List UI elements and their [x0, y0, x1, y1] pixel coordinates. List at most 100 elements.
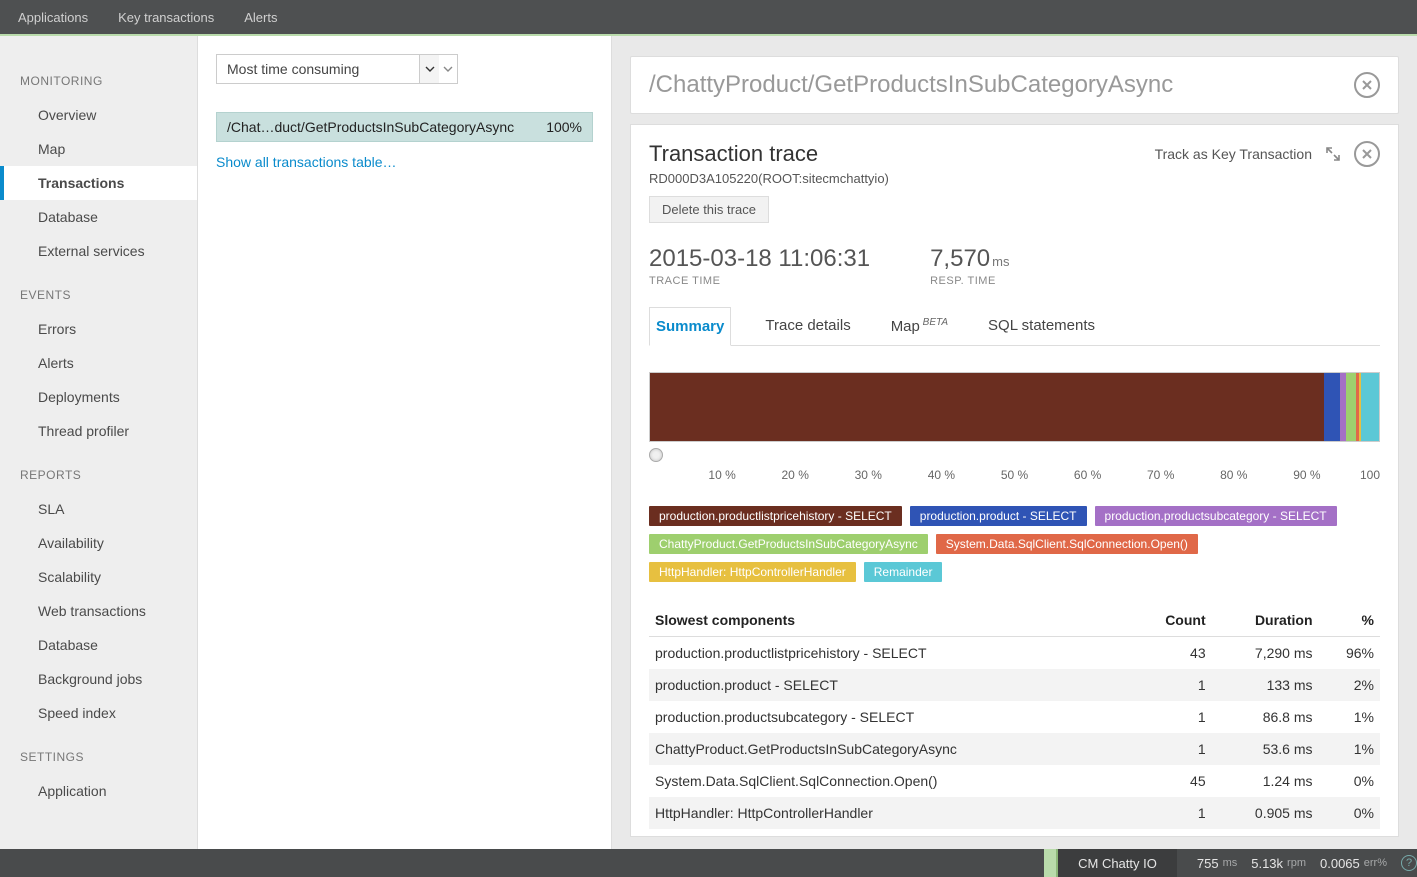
sidebar-section-header: SETTINGS	[20, 750, 197, 764]
slider-handle[interactable]	[649, 448, 663, 462]
topnav-alerts[interactable]: Alerts	[244, 10, 277, 25]
axis-tick: 30 %	[855, 468, 882, 482]
bar-segment	[1361, 373, 1378, 441]
stat-value: 0.0065	[1320, 856, 1360, 871]
resp-time-value: 7,570	[930, 245, 990, 272]
table-cell: HttpHandler: HttpControllerHandler	[649, 797, 1131, 829]
table-cell: 53.6 ms	[1212, 733, 1319, 765]
tab-sql-statements[interactable]: SQL statements	[982, 307, 1101, 345]
table-cell: 1	[1131, 669, 1212, 701]
table-row[interactable]: System.Data.SqlClient.SqlConnection.Open…	[649, 765, 1380, 797]
legend-chip[interactable]: System.Data.SqlClient.SqlConnection.Open…	[936, 534, 1198, 554]
sidebar-item-database[interactable]: Database	[0, 628, 197, 662]
table-cell: 1%	[1319, 733, 1381, 765]
sidebar-section-header: EVENTS	[20, 288, 197, 302]
sidebar-item-external-services[interactable]: External services	[0, 234, 197, 268]
legend-chip[interactable]: production.productlistpricehistory - SEL…	[649, 506, 902, 526]
table-cell: System.Data.SqlClient.SqlConnection.Open…	[649, 765, 1131, 797]
legend-chip[interactable]: ChattyProduct.GetProductsInSubCategoryAs…	[649, 534, 928, 554]
axis-tick: 80 %	[1220, 468, 1247, 482]
legend-chip[interactable]: production.product - SELECT	[910, 506, 1087, 526]
trace-card: Transaction trace RD000D3A105220(ROOT:si…	[630, 124, 1399, 837]
table-header: Duration	[1212, 604, 1319, 637]
sidebar-item-map[interactable]: Map	[0, 132, 197, 166]
topnav-applications[interactable]: Applications	[18, 10, 88, 25]
sidebar-item-availability[interactable]: Availability	[0, 526, 197, 560]
table-row[interactable]: production.productlistpricehistory - SEL…	[649, 637, 1380, 670]
table-cell: ChattyProduct.GetProductsInSubCategoryAs…	[649, 733, 1131, 765]
sidebar: MONITORINGOverviewMapTransactionsDatabas…	[0, 36, 198, 849]
table-cell: 1	[1131, 733, 1212, 765]
trace-time-label: TRACE TIME	[649, 275, 870, 287]
sidebar-item-background-jobs[interactable]: Background jobs	[0, 662, 197, 696]
show-all-link[interactable]: Show all transactions table…	[216, 154, 397, 170]
stat-value: 5.13k	[1251, 856, 1283, 871]
table-cell: 2%	[1319, 669, 1381, 701]
sort-dropdown[interactable]: Most time consuming	[216, 54, 458, 84]
axis-tick: 60 %	[1074, 468, 1101, 482]
tab-trace-details[interactable]: Trace details	[759, 307, 856, 345]
table-cell: 0%	[1319, 797, 1381, 829]
app-name[interactable]: CM Chatty IO	[1056, 849, 1177, 877]
sidebar-item-alerts[interactable]: Alerts	[0, 346, 197, 380]
table-row[interactable]: production.product - SELECT1133 ms2%	[649, 669, 1380, 701]
sidebar-item-overview[interactable]: Overview	[0, 98, 197, 132]
bar-segment	[1324, 373, 1340, 441]
sidebar-item-deployments[interactable]: Deployments	[0, 380, 197, 414]
table-row[interactable]: Remainder11.73 ms0%	[649, 829, 1380, 837]
table-row[interactable]: HttpHandler: HttpControllerHandler10.905…	[649, 797, 1380, 829]
slowest-components-table: Slowest componentsCountDuration% product…	[649, 604, 1380, 837]
transaction-row[interactable]: /Chat…duct/GetProductsInSubCategoryAsync…	[216, 112, 593, 142]
table-cell: production.productlistpricehistory - SEL…	[649, 637, 1131, 670]
bottom-bar: CM Chatty IO 755ms5.13krpm0.0065err%?	[0, 849, 1417, 877]
table-row[interactable]: production.productsubcategory - SELECT18…	[649, 701, 1380, 733]
transaction-row-name: /Chat…duct/GetProductsInSubCategoryAsync	[227, 119, 514, 135]
table-cell: 0.905 ms	[1212, 797, 1319, 829]
table-cell: Remainder	[649, 829, 1131, 837]
track-key-transaction-link[interactable]: Track as Key Transaction	[1155, 146, 1312, 162]
sidebar-item-web-transactions[interactable]: Web transactions	[0, 594, 197, 628]
close-icon[interactable]	[1354, 72, 1380, 98]
trace-time-metric: 2015-03-18 11:06:31 TRACE TIME	[649, 245, 870, 287]
sidebar-item-database[interactable]: Database	[0, 200, 197, 234]
legend-chip[interactable]: Remainder	[864, 562, 943, 582]
trace-heading: Transaction trace	[649, 141, 889, 167]
table-cell: 0%	[1319, 829, 1381, 837]
legend-chip[interactable]: production.productsubcategory - SELECT	[1095, 506, 1337, 526]
help-icon[interactable]: ?	[1401, 855, 1417, 871]
topnav-key-transactions[interactable]: Key transactions	[118, 10, 214, 25]
sidebar-item-errors[interactable]: Errors	[0, 312, 197, 346]
expand-icon[interactable]	[1326, 147, 1340, 161]
table-cell: 1	[1131, 797, 1212, 829]
sidebar-item-thread-profiler[interactable]: Thread profiler	[0, 414, 197, 448]
table-cell: 1%	[1319, 701, 1381, 733]
legend-chip[interactable]: HttpHandler: HttpControllerHandler	[649, 562, 856, 582]
bar-segment	[1346, 373, 1355, 441]
transactions-column: Most time consuming /Chat…duct/GetProduc…	[198, 36, 612, 849]
table-cell: production.productsubcategory - SELECT	[649, 701, 1131, 733]
resp-time-label: RESP. TIME	[930, 275, 1009, 287]
sidebar-item-sla[interactable]: SLA	[0, 492, 197, 526]
delete-trace-button[interactable]: Delete this trace	[649, 196, 769, 223]
trace-time-value: 2015-03-18 11:06:31	[649, 245, 870, 273]
close-trace-icon[interactable]	[1354, 141, 1380, 167]
sidebar-item-application[interactable]: Application	[0, 774, 197, 808]
sidebar-item-scalability[interactable]: Scalability	[0, 560, 197, 594]
sidebar-item-speed-index[interactable]: Speed index	[0, 696, 197, 730]
detail-panel: /ChattyProduct/GetProductsInSubCategoryA…	[612, 36, 1417, 849]
axis-tick: 10 %	[708, 468, 735, 482]
table-cell: production.product - SELECT	[649, 669, 1131, 701]
tab-summary[interactable]: Summary	[649, 307, 731, 346]
trace-tabs: Summary Trace details Map BETA SQL statemen…	[649, 307, 1380, 346]
sidebar-section-header: REPORTS	[20, 468, 197, 482]
chevron-down-icon	[439, 54, 457, 84]
sidebar-item-transactions[interactable]: Transactions	[0, 166, 197, 200]
trace-header: Transaction trace RD000D3A105220(ROOT:si…	[649, 141, 1380, 223]
tab-map[interactable]: Map BETA	[885, 307, 954, 345]
sort-dropdown-value: Most time consuming	[217, 61, 419, 77]
table-row[interactable]: ChattyProduct.GetProductsInSubCategoryAs…	[649, 733, 1380, 765]
app-stats: 755ms5.13krpm0.0065err%?	[1177, 855, 1417, 871]
top-nav: Applications Key transactions Alerts	[0, 0, 1417, 34]
table-cell: 86.8 ms	[1212, 701, 1319, 733]
trace-metrics: 2015-03-18 11:06:31 TRACE TIME 7,570ms R…	[649, 245, 1380, 287]
